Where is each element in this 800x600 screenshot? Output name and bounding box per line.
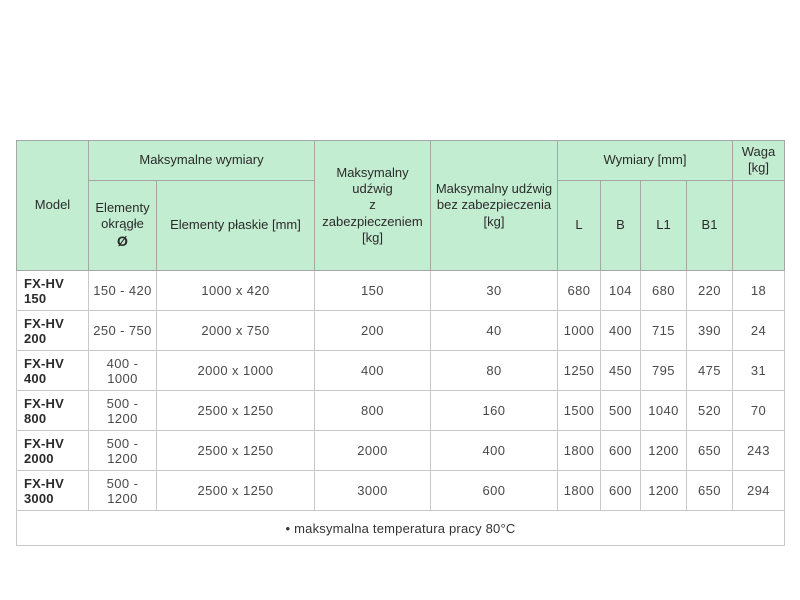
- cell-b1: 220: [686, 270, 733, 311]
- cell-udzwig-z: 800: [314, 390, 431, 431]
- cell-l: 1800: [557, 470, 601, 511]
- cell-b: 400: [600, 310, 641, 351]
- cell-model: FX-HV 200: [16, 310, 89, 351]
- cell-l1: 715: [640, 310, 687, 351]
- cell-okragle: 250 - 750: [88, 310, 157, 351]
- cell-waga: 31: [732, 350, 785, 391]
- table-row: FX-HV 200 250 - 750 2000 x 750 200 40 10…: [16, 310, 785, 351]
- cell-l1: 680: [640, 270, 687, 311]
- cell-okragle: 400 - 1000: [88, 350, 157, 391]
- cell-model: FX-HV 800: [16, 390, 89, 431]
- cell-okragle: 500 - 1200: [88, 430, 157, 471]
- cell-plaskie: 2500 x 1250: [156, 430, 315, 471]
- header-cell-model: Model: [16, 140, 89, 271]
- cell-waga: 294: [732, 470, 785, 511]
- cell-okragle: 500 - 1200: [88, 390, 157, 431]
- header-cell-dim-b: B: [600, 179, 641, 271]
- header-cell-dim-l1: L1: [640, 179, 687, 271]
- cell-plaskie: 2000 x 750: [156, 310, 315, 351]
- table-header: Model Maksymalne wymiary Maksymalny udźw…: [16, 140, 785, 271]
- header-cell-waga-empty: [732, 179, 785, 271]
- cell-udzwig-z: 150: [314, 270, 431, 311]
- cell-l: 680: [557, 270, 601, 311]
- header-cell-waga: Waga [kg]: [732, 140, 785, 181]
- cell-udzwig-bez: 600: [430, 470, 558, 511]
- cell-udzwig-bez: 400: [430, 430, 558, 471]
- cell-l1: 1200: [640, 470, 687, 511]
- cell-b: 104: [600, 270, 641, 311]
- header-cell-elementy-plaskie: Elementy płaskie [mm]: [156, 179, 315, 271]
- cell-b1: 650: [686, 430, 733, 471]
- header-cell-wymiary: Wymiary [mm]: [557, 140, 733, 181]
- cell-udzwig-z: 200: [314, 310, 431, 351]
- cell-model: FX-HV 2000: [16, 430, 89, 471]
- cell-l1: 1040: [640, 390, 687, 431]
- cell-b: 450: [600, 350, 641, 391]
- cell-waga: 24: [732, 310, 785, 351]
- header-cell-udzwig-bez-zabezpieczenia: Maksymalny udźwig bez zabezpieczenia [kg…: [430, 140, 558, 271]
- diameter-symbol: Ø: [117, 233, 128, 250]
- cell-udzwig-z: 400: [314, 350, 431, 391]
- cell-okragle: 500 - 1200: [88, 470, 157, 511]
- cell-b1: 475: [686, 350, 733, 391]
- cell-l: 1000: [557, 310, 601, 351]
- cell-b: 500: [600, 390, 641, 431]
- header-row-2: Elementy okrągłe Ø Elementy płaskie [mm]…: [17, 179, 785, 271]
- cell-waga: 70: [732, 390, 785, 431]
- table-row: FX-HV 400 400 - 1000 2000 x 1000 400 80 …: [16, 350, 785, 391]
- table-row: FX-HV 150 150 - 420 1000 x 420 150 30 68…: [16, 270, 785, 311]
- cell-plaskie: 2500 x 1250: [156, 390, 315, 431]
- cell-b: 600: [600, 430, 641, 471]
- header-cell-maksymalne-wymiary: Maksymalne wymiary: [88, 140, 315, 181]
- cell-plaskie: 1000 x 420: [156, 270, 315, 311]
- cell-b1: 390: [686, 310, 733, 351]
- cell-model: FX-HV 400: [16, 350, 89, 391]
- cell-udzwig-bez: 30: [430, 270, 558, 311]
- cell-l: 1250: [557, 350, 601, 391]
- cell-l: 1500: [557, 390, 601, 431]
- cell-udzwig-z: 2000: [314, 430, 431, 471]
- cell-b: 600: [600, 470, 641, 511]
- cell-b1: 520: [686, 390, 733, 431]
- table-row: FX-HV 2000 500 - 1200 2500 x 1250 2000 4…: [16, 430, 785, 471]
- cell-waga: 18: [732, 270, 785, 311]
- header-cell-elementy-okragle: Elementy okrągłe Ø: [88, 179, 157, 271]
- header-cell-udzwig-z-zabezpieczeniem: Maksymalny udźwig z zabezpieczeniem [kg]: [314, 140, 431, 271]
- cell-l1: 1200: [640, 430, 687, 471]
- cell-okragle: 150 - 420: [88, 270, 157, 311]
- cell-l1: 795: [640, 350, 687, 391]
- cell-l: 1800: [557, 430, 601, 471]
- specification-table: Model Maksymalne wymiary Maksymalny udźw…: [16, 140, 785, 546]
- cell-plaskie: 2000 x 1000: [156, 350, 315, 391]
- cell-model: FX-HV 3000: [16, 470, 89, 511]
- header-row-1: Model Maksymalne wymiary Maksymalny udźw…: [16, 140, 785, 271]
- header-cell-dim-l: L: [557, 179, 601, 271]
- table-row: FX-HV 3000 500 - 1200 2500 x 1250 3000 6…: [16, 470, 785, 511]
- table-body: FX-HV 150 150 - 420 1000 x 420 150 30 68…: [16, 270, 785, 546]
- cell-udzwig-bez: 80: [430, 350, 558, 391]
- elementy-okragle-label: Elementy okrągłe: [95, 199, 150, 231]
- cell-udzwig-bez: 160: [430, 390, 558, 431]
- cell-udzwig-z: 3000: [314, 470, 431, 511]
- cell-b1: 650: [686, 470, 733, 511]
- table-row: FX-HV 800 500 - 1200 2500 x 1250 800 160…: [16, 390, 785, 431]
- header-cell-dim-b1: B1: [686, 179, 733, 271]
- footnote-row: • maksymalna temperatura pracy 80°C: [16, 510, 785, 546]
- cell-udzwig-bez: 40: [430, 310, 558, 351]
- table-footnote: • maksymalna temperatura pracy 80°C: [16, 510, 785, 546]
- cell-waga: 243: [732, 430, 785, 471]
- cell-model: FX-HV 150: [16, 270, 89, 311]
- cell-plaskie: 2500 x 1250: [156, 470, 315, 511]
